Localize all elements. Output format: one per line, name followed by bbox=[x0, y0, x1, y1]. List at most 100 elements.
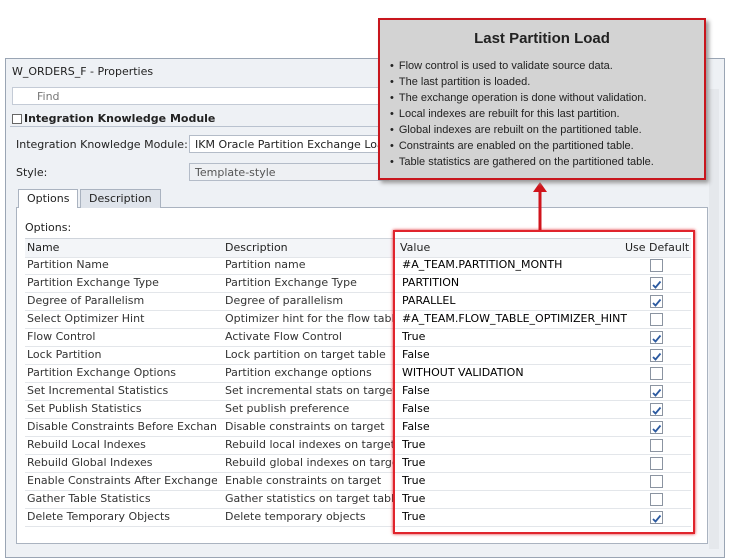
option-row[interactable]: Enable Constraints After Exchange Enable … bbox=[25, 472, 691, 491]
option-value: False bbox=[402, 420, 430, 433]
option-row[interactable]: Partition Name Partition name #A_TEAM.PART… bbox=[25, 256, 691, 275]
callout-bullet: Global indexes are rebuilt on the partit… bbox=[390, 124, 642, 136]
option-row[interactable]: Lock Partition Lock partition on target t… bbox=[25, 346, 691, 365]
option-row[interactable]: Partition Exchange Type Partition Exchang… bbox=[25, 274, 691, 293]
callout-bullet: Local indexes are rebuilt for this last … bbox=[390, 108, 620, 120]
option-value: #A_TEAM.PARTITION_MONTH bbox=[402, 258, 563, 271]
option-description: Delete temporary objects bbox=[225, 510, 366, 523]
window-title: W_ORDERS_F - Properties bbox=[12, 65, 154, 78]
callout-bullet: The exchange operation is done without v… bbox=[390, 92, 647, 104]
option-description: Partition name bbox=[225, 258, 306, 271]
option-row[interactable]: Gather Table Statistics Gather statistics… bbox=[25, 490, 691, 509]
check-mark bbox=[652, 352, 662, 361]
field-value[interactable]: Template-style bbox=[189, 163, 389, 181]
option-name: Flow Control bbox=[27, 330, 96, 343]
option-description: Disable constraints on target bbox=[225, 420, 385, 433]
option-description: Enable constraints on target bbox=[225, 474, 382, 487]
option-name: Rebuild Local Indexes bbox=[27, 438, 146, 451]
options-panel: Options: Name Description Value Use Default… bbox=[16, 207, 708, 544]
option-description: Gather statistics on target table bbox=[225, 492, 395, 505]
option-value: PARALLEL bbox=[402, 294, 456, 307]
option-description: Partition Exchange Type bbox=[225, 276, 357, 289]
use-default-checkbox[interactable] bbox=[650, 511, 663, 524]
option-value: True bbox=[402, 438, 426, 451]
callout-bullet: Table statistics are gathered on the par… bbox=[390, 156, 654, 168]
option-row[interactable]: Select Optimizer Hint Optimizer hint for … bbox=[25, 310, 691, 329]
option-name: Partition Exchange Options bbox=[27, 366, 177, 379]
use-default-checkbox[interactable] bbox=[650, 457, 663, 470]
option-description: Degree of parallelism bbox=[225, 294, 344, 307]
option-row[interactable]: Set Publish Statistics Set publish prefer… bbox=[25, 400, 691, 419]
tab[interactable]: Description bbox=[80, 189, 161, 208]
option-description: Lock partition on target table bbox=[225, 348, 386, 361]
callout: Last Partition Load Flow control is used… bbox=[378, 18, 706, 180]
check-mark bbox=[652, 406, 662, 415]
option-description: Set incremental stats on target bbox=[225, 384, 395, 397]
option-value: #A_TEAM.FLOW_TABLE_OPTIMIZER_HINT bbox=[402, 312, 628, 325]
option-name: Partition Name bbox=[27, 258, 109, 271]
options-label: Options: bbox=[25, 221, 72, 234]
column-header: Description bbox=[225, 241, 288, 254]
option-name: Lock Partition bbox=[27, 348, 102, 361]
option-description: Rebuild local indexes on target bbox=[225, 438, 395, 451]
column-header: Value bbox=[400, 241, 431, 254]
table-header: Name Description Value Use Default bbox=[25, 238, 691, 258]
option-description: Activate Flow Control bbox=[225, 330, 342, 343]
option-value: WITHOUT VALIDATION bbox=[402, 366, 524, 379]
option-name: Gather Table Statistics bbox=[27, 492, 151, 505]
callout-bullet: Constraints are enabled on the partition… bbox=[390, 140, 634, 152]
field-label: Integration Knowledge Module: bbox=[16, 138, 188, 151]
use-default-checkbox[interactable] bbox=[650, 439, 663, 452]
option-name: Set Incremental Statistics bbox=[27, 384, 169, 397]
option-value: False bbox=[402, 348, 430, 361]
use-default-checkbox[interactable] bbox=[650, 367, 663, 380]
field-value[interactable]: IKM Oracle Partition Exchange Load bbox=[189, 135, 389, 153]
option-name: Enable Constraints After Exchange bbox=[27, 474, 217, 487]
option-value: PARTITION bbox=[402, 276, 460, 289]
use-default-checkbox[interactable] bbox=[650, 295, 663, 308]
use-default-checkbox[interactable] bbox=[650, 403, 663, 416]
option-row[interactable]: Rebuild Global Indexes Rebuild global ind… bbox=[25, 454, 691, 473]
use-default-checkbox[interactable] bbox=[650, 277, 663, 290]
column-header: Name bbox=[27, 241, 60, 254]
scrollbar[interactable] bbox=[709, 89, 719, 549]
option-description: Optimizer hint for the flow table bbox=[225, 312, 395, 325]
callout-arrow bbox=[533, 182, 547, 230]
option-value: True bbox=[402, 330, 426, 343]
option-row[interactable]: Rebuild Local Indexes Rebuild local index… bbox=[25, 436, 691, 455]
check-mark bbox=[652, 388, 662, 397]
option-row[interactable]: Delete Temporary Objects Delete temporary… bbox=[25, 508, 691, 527]
option-value: False bbox=[402, 402, 430, 415]
highlight-box bbox=[393, 230, 695, 534]
option-value: True bbox=[402, 492, 426, 505]
use-default-checkbox[interactable] bbox=[650, 349, 663, 362]
field-label: Style: bbox=[16, 166, 48, 179]
tab[interactable]: Options bbox=[18, 189, 79, 208]
option-description: Partition exchange options bbox=[225, 366, 372, 379]
option-row[interactable]: Flow Control Activate Flow Control True bbox=[25, 328, 691, 347]
use-default-checkbox[interactable] bbox=[650, 313, 663, 326]
check-mark bbox=[652, 280, 662, 289]
use-default-checkbox[interactable] bbox=[650, 493, 663, 506]
option-row[interactable]: Set Incremental Statistics Set incrementa… bbox=[25, 382, 691, 401]
option-value: True bbox=[402, 474, 426, 487]
option-name: Rebuild Global Indexes bbox=[27, 456, 153, 469]
use-default-checkbox[interactable] bbox=[650, 421, 663, 434]
use-default-checkbox[interactable] bbox=[650, 331, 663, 344]
option-row[interactable]: Degree of Parallelism Degree of paralleli… bbox=[25, 292, 691, 311]
column-header: Use Default bbox=[625, 241, 690, 254]
check-mark bbox=[652, 334, 662, 343]
option-value: True bbox=[402, 456, 426, 469]
use-default-checkbox[interactable] bbox=[650, 259, 663, 272]
callout-bullet: Flow control is used to validate source … bbox=[390, 60, 613, 72]
section-header[interactable]: Integration Knowledge Module bbox=[10, 111, 704, 127]
option-name: Select Optimizer Hint bbox=[27, 312, 145, 325]
check-mark bbox=[652, 514, 662, 523]
callout-title: Last Partition Load bbox=[474, 30, 610, 47]
option-description: Rebuild global indexes on target bbox=[225, 456, 395, 469]
use-default-checkbox[interactable] bbox=[650, 475, 663, 488]
use-default-checkbox[interactable] bbox=[650, 385, 663, 398]
option-row[interactable]: Partition Exchange Options Partition exch… bbox=[25, 364, 691, 383]
check-mark bbox=[652, 298, 662, 307]
option-row[interactable]: Disable Constraints Before Exchange Disab… bbox=[25, 418, 691, 437]
